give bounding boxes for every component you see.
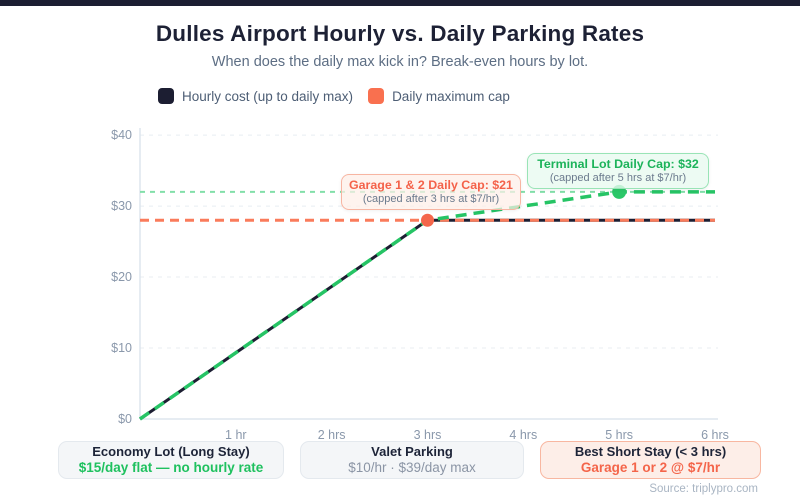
info-card-valet-subtitle: $10/hr · $39/day max (348, 460, 476, 475)
annotation-terminal-cap: Terminal Lot Daily Cap: $32 (capped afte… (527, 153, 709, 189)
info-card-best-subtitle: Garage 1 or 2 @ $7/hr (580, 460, 721, 475)
annotation-terminal-cap-title: Terminal Lot Daily Cap: $32 (537, 157, 699, 171)
annotation-terminal-cap-subtitle: (capped after 5 hrs at $7/hr) (549, 172, 687, 184)
info-card-economy-lot: Economy Lot (Long Stay) $15/day flat — n… (58, 441, 284, 479)
accent-topbar (0, 0, 800, 6)
info-card-economy-subtitle: $15/day flat — no hourly rate (78, 460, 264, 475)
page-title: Dulles Airport Hourly vs. Daily Parking … (155, 21, 645, 46)
annotation-garage-cap-title: Garage 1 & 2 Daily Cap: $21 (349, 178, 513, 192)
info-card-valet-parking: Valet Parking $10/hr · $39/day max (300, 441, 524, 479)
legend-item-daily-cap: Daily maximum cap (368, 88, 510, 104)
legend-item-hourly-cost: Hourly cost (up to daily max) (158, 88, 353, 104)
page-subtitle: When does the daily max kick in? Break-e… (211, 54, 589, 70)
legend-label-daily-cap: Daily maximum cap (392, 88, 510, 104)
daily-cap-swatch (368, 88, 385, 104)
legend-label-hourly-cost: Hourly cost (up to daily max) (182, 88, 354, 104)
info-card-best-short-stay: Best Short Stay (< 3 hrs) Garage 1 or 2 … (540, 441, 761, 479)
info-card-economy-title: Economy Lot (Long Stay) (92, 444, 250, 459)
hourly-cost-swatch (158, 88, 174, 104)
source-attribution: Source: triplypro.com (649, 483, 758, 495)
info-card-best-title: Best Short Stay (< 3 hrs) (574, 444, 727, 459)
garage-cap-point (421, 213, 434, 227)
annotation-garage-cap-subtitle: (capped after 3 hrs at $7/hr) (362, 193, 500, 205)
legend: Hourly cost (up to daily max) Daily maxi… (158, 88, 510, 104)
annotation-garage-cap: Garage 1 & 2 Daily Cap: $21 (capped afte… (341, 174, 521, 210)
info-card-valet-title: Valet Parking (371, 444, 453, 459)
hourly-cost-line (139, 218, 715, 421)
